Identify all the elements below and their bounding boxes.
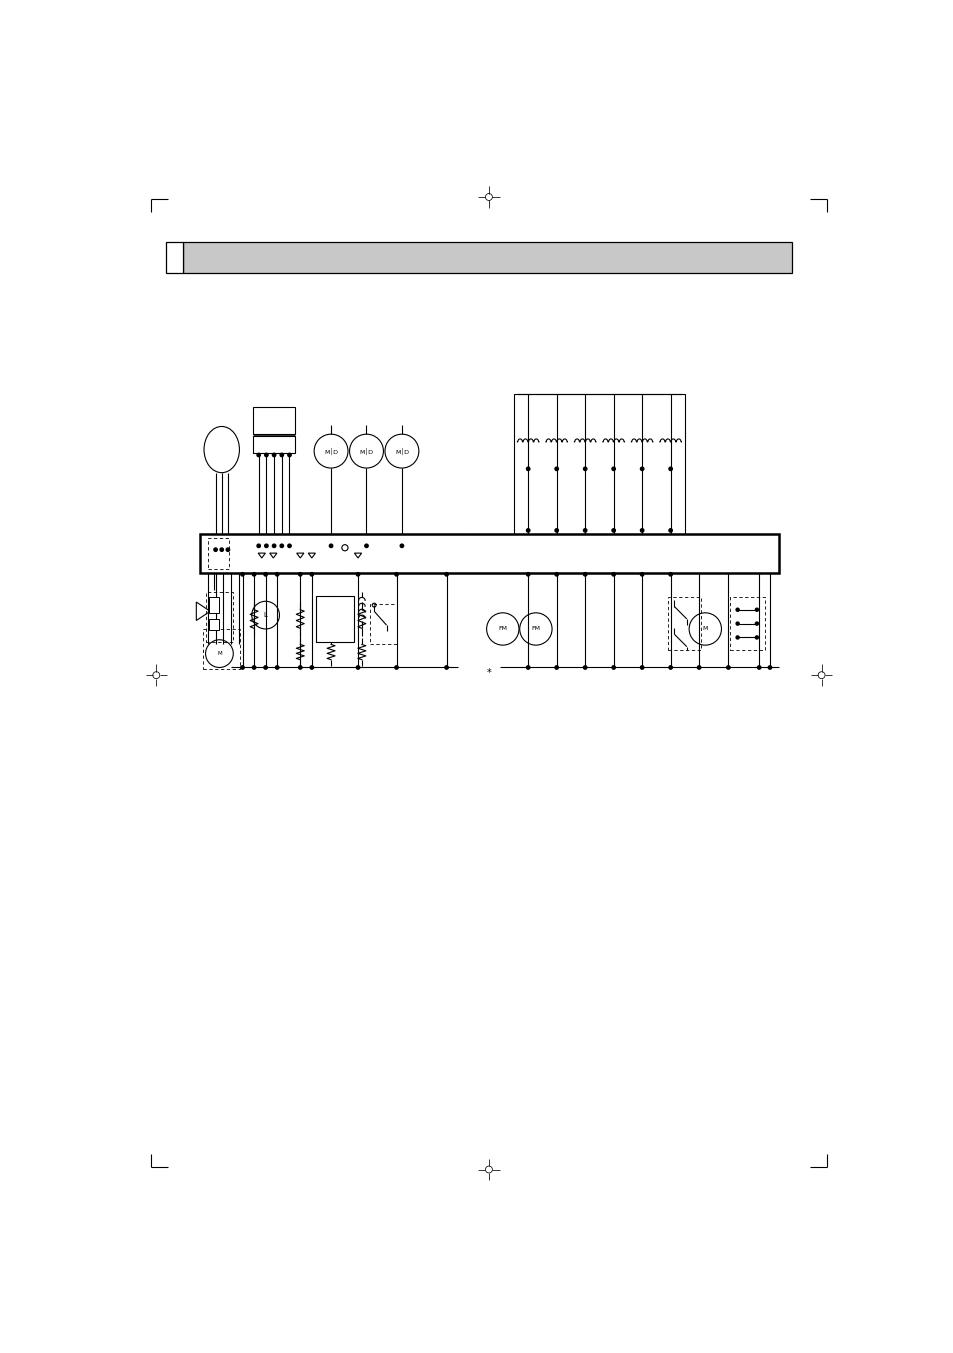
Circle shape [583,572,586,576]
Circle shape [275,666,278,670]
Circle shape [526,467,529,471]
Circle shape [755,609,758,612]
Circle shape [757,666,760,670]
Circle shape [736,622,739,625]
Circle shape [526,529,529,532]
Circle shape [611,572,615,576]
Circle shape [310,572,314,576]
Circle shape [395,666,397,670]
Circle shape [253,666,255,670]
Circle shape [583,529,586,532]
Circle shape [736,609,739,612]
Circle shape [273,544,275,548]
Text: M: M [701,626,707,632]
Bar [206,593,233,643]
Circle shape [555,666,558,670]
Circle shape [298,666,302,670]
Circle shape [668,529,672,532]
Text: FM: FM [497,626,507,632]
Bar [166,242,183,273]
Circle shape [329,544,333,548]
Circle shape [288,544,291,548]
Circle shape [726,666,729,670]
Circle shape [668,572,672,576]
Bar [208,538,229,568]
Circle shape [526,666,529,670]
Circle shape [444,666,448,670]
Circle shape [280,544,283,548]
Circle shape [755,622,758,625]
Circle shape [639,572,643,576]
Circle shape [668,467,672,471]
Circle shape [767,666,771,670]
Text: M: M [217,651,221,656]
Bar [183,242,791,273]
Bar [253,407,294,434]
Circle shape [697,666,700,670]
Bar [200,534,779,572]
Text: M│D: M│D [359,448,374,455]
Text: M│D: M│D [324,448,337,455]
Circle shape [264,572,267,576]
Bar [668,598,700,649]
Text: *: * [486,668,491,678]
Circle shape [264,453,268,457]
Circle shape [298,572,302,576]
Circle shape [240,666,244,670]
Circle shape [668,666,672,670]
Circle shape [280,453,283,457]
Bar [514,394,684,534]
Circle shape [555,572,558,576]
Circle shape [273,453,275,457]
Circle shape [583,467,586,471]
Text: M│D: M│D [395,448,409,455]
Circle shape [526,572,529,576]
Text: FM: FM [531,626,539,632]
Circle shape [226,548,230,552]
Circle shape [583,666,586,670]
Bar [315,595,354,643]
Circle shape [611,666,615,670]
Circle shape [310,666,314,670]
Circle shape [356,666,359,670]
Bar [210,598,218,613]
Circle shape [364,544,368,548]
Circle shape [555,529,558,532]
Circle shape [611,529,615,532]
Circle shape [611,467,615,471]
Circle shape [444,572,448,576]
Circle shape [639,467,643,471]
Circle shape [736,636,739,639]
Circle shape [220,548,223,552]
Circle shape [253,572,255,576]
Circle shape [275,572,278,576]
Circle shape [264,544,268,548]
Circle shape [639,529,643,532]
Bar [203,629,240,668]
Bar [369,603,396,644]
Circle shape [264,666,267,670]
Text: L: L [263,612,267,618]
Circle shape [555,467,558,471]
Circle shape [395,572,397,576]
Bar [729,598,764,649]
Circle shape [639,666,643,670]
Bar [253,437,294,453]
Circle shape [400,544,403,548]
Circle shape [213,548,217,552]
Circle shape [256,453,260,457]
Circle shape [240,572,244,576]
Circle shape [256,544,260,548]
Circle shape [288,453,291,457]
Circle shape [356,572,359,576]
Bar [210,618,218,629]
Circle shape [755,636,758,639]
